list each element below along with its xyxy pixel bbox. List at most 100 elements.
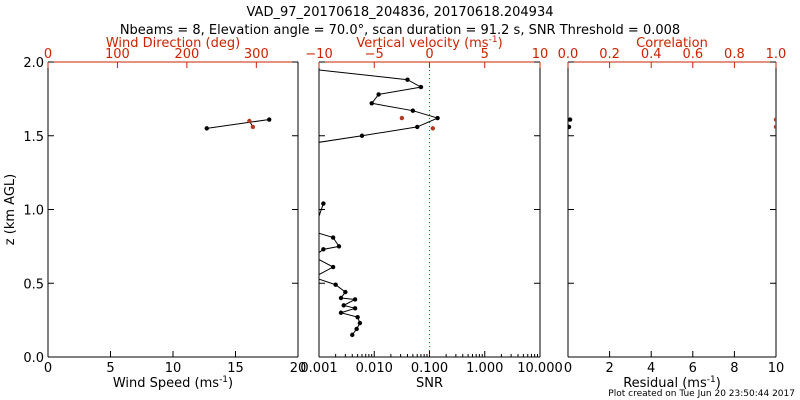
- x-tick-label: 0.001: [300, 361, 337, 376]
- y-tick-label: 2.0: [23, 56, 44, 71]
- top-tick-label: 0.0: [558, 47, 579, 62]
- data-point: [330, 264, 336, 270]
- data-point: [773, 117, 776, 122]
- data-point: [352, 297, 358, 302]
- data-point: [321, 247, 326, 252]
- x-axis-label-exponent: -1: [219, 375, 228, 385]
- data-point: [343, 289, 348, 295]
- panel-speed: 0.0 0.5 1.0 1.5 2.0 z (km AGL) 0 5 10 15 20 Wind Sp…: [3, 36, 306, 391]
- data-point: [311, 141, 315, 145]
- x-tick-label: 10: [165, 361, 182, 376]
- figure-title: VAD_97_20170618_204836, 20170618.204934: [247, 5, 554, 20]
- data-point: [376, 92, 381, 97]
- top-tick-label: −5: [365, 47, 384, 62]
- series-line: [206, 119, 270, 129]
- data-point: [355, 314, 360, 320]
- x-tick-label: 4: [647, 361, 655, 376]
- panel-snr: 0.001 0.010 0.100 1.000 10.000 SNR −10 −5 0 5 10 Ve…: [300, 35, 562, 391]
- x-tick-label: 1.000: [466, 361, 503, 376]
- x-axis-label-suffix: ): [228, 376, 233, 391]
- top-tick-label: 1.0: [766, 47, 787, 62]
- data-point: [311, 255, 315, 259]
- x-tick-label: 5: [106, 361, 114, 376]
- data-point: [410, 108, 416, 113]
- y-axis-label: z (km AGL): [3, 174, 18, 245]
- x-tick-label: 6: [689, 361, 697, 376]
- data-point: [311, 229, 315, 233]
- top-axis-label: Wind Direction (deg): [106, 36, 240, 51]
- top-tick-label: −10: [305, 47, 332, 62]
- x-tick-label: 10.000: [517, 361, 563, 376]
- top-tick-label: 0: [44, 47, 52, 62]
- x-axis-label: SNR: [416, 376, 443, 391]
- data-layer: [204, 117, 272, 131]
- x-tick-label: 0: [564, 361, 572, 376]
- data-point: [321, 201, 326, 206]
- top-tick-label: 0.2: [599, 47, 620, 62]
- top-tick-label: 300: [244, 47, 269, 62]
- data-point: [250, 124, 256, 130]
- panel-residual: 0 2 4 6 8 10 Residual (ms-1) 0.0 0.2 0.4 0.6 0.8 1.0…: [558, 36, 787, 391]
- data-point: [773, 124, 776, 130]
- data-layer: [568, 117, 776, 130]
- data-point: [369, 101, 374, 106]
- x-axis-label-suffix: ): [716, 376, 721, 391]
- plot-created-footer: Plot created on Tue Jun 20 23:50:44 2017: [608, 389, 795, 399]
- data-point: [336, 244, 342, 249]
- top-tick-label: 0.4: [641, 47, 662, 62]
- x-tick-label: 8: [730, 361, 738, 376]
- x-axis-label: Wind Speed (ms-1): [113, 375, 233, 391]
- data-point: [333, 282, 338, 287]
- x-tick-label: 0.010: [356, 361, 393, 376]
- data-point: [352, 306, 358, 311]
- data-point: [399, 115, 405, 121]
- data-point: [311, 275, 315, 279]
- top-tick-label: 0.6: [682, 47, 703, 62]
- top-tick-label: 200: [174, 47, 199, 62]
- data-point: [338, 310, 344, 315]
- top-tick-label: 5: [481, 47, 489, 62]
- top-axis-label-exponent: -1: [489, 35, 498, 45]
- top-tick-label: 0: [425, 47, 433, 62]
- x-axis-label-exponent: -1: [707, 375, 716, 385]
- top-tick-label: 100: [105, 47, 130, 62]
- data-point: [330, 235, 336, 240]
- top-axis-label: Vertical velocity (ms-1): [356, 35, 502, 51]
- x-tick-label: 10: [768, 361, 785, 376]
- data-point: [430, 126, 436, 131]
- top-tick-label: 0.8: [724, 47, 745, 62]
- data-point: [568, 117, 573, 122]
- data-point: [350, 332, 355, 338]
- x-tick-label: 0.100: [411, 361, 448, 376]
- data-point: [405, 77, 410, 82]
- x-tick-label: 15: [227, 361, 244, 376]
- figure-subtitle: Nbeams = 8, Elevation angle = 70.0°, sca…: [120, 23, 680, 38]
- data-point: [267, 117, 272, 122]
- data-point: [435, 115, 440, 121]
- top-axis-label-suffix: ): [498, 36, 503, 51]
- data-point: [354, 326, 359, 332]
- data-point: [204, 126, 209, 131]
- x-tick-label: 0: [44, 361, 52, 376]
- data-point: [359, 133, 365, 138]
- y-tick-label: 0.5: [23, 277, 44, 292]
- x-tick-label: 20: [290, 361, 307, 376]
- data-point: [418, 84, 424, 90]
- data-point: [311, 67, 315, 71]
- y-tick-label: 1.5: [23, 130, 44, 145]
- series-line: [319, 69, 440, 143]
- data-point: [247, 118, 252, 124]
- top-axis-label: Correlation: [636, 36, 708, 51]
- series-line: [319, 203, 361, 336]
- data-point: [338, 295, 344, 301]
- y-tick-label: 0.0: [23, 351, 44, 366]
- data-point: [357, 320, 363, 326]
- x-axis-label: Residual (ms-1): [623, 375, 721, 391]
- data-point: [341, 303, 346, 308]
- top-tick-label: 10: [532, 47, 549, 62]
- x-tick-label: 2: [605, 361, 613, 376]
- y-tick-label: 1.0: [23, 204, 44, 219]
- data-point: [568, 124, 572, 130]
